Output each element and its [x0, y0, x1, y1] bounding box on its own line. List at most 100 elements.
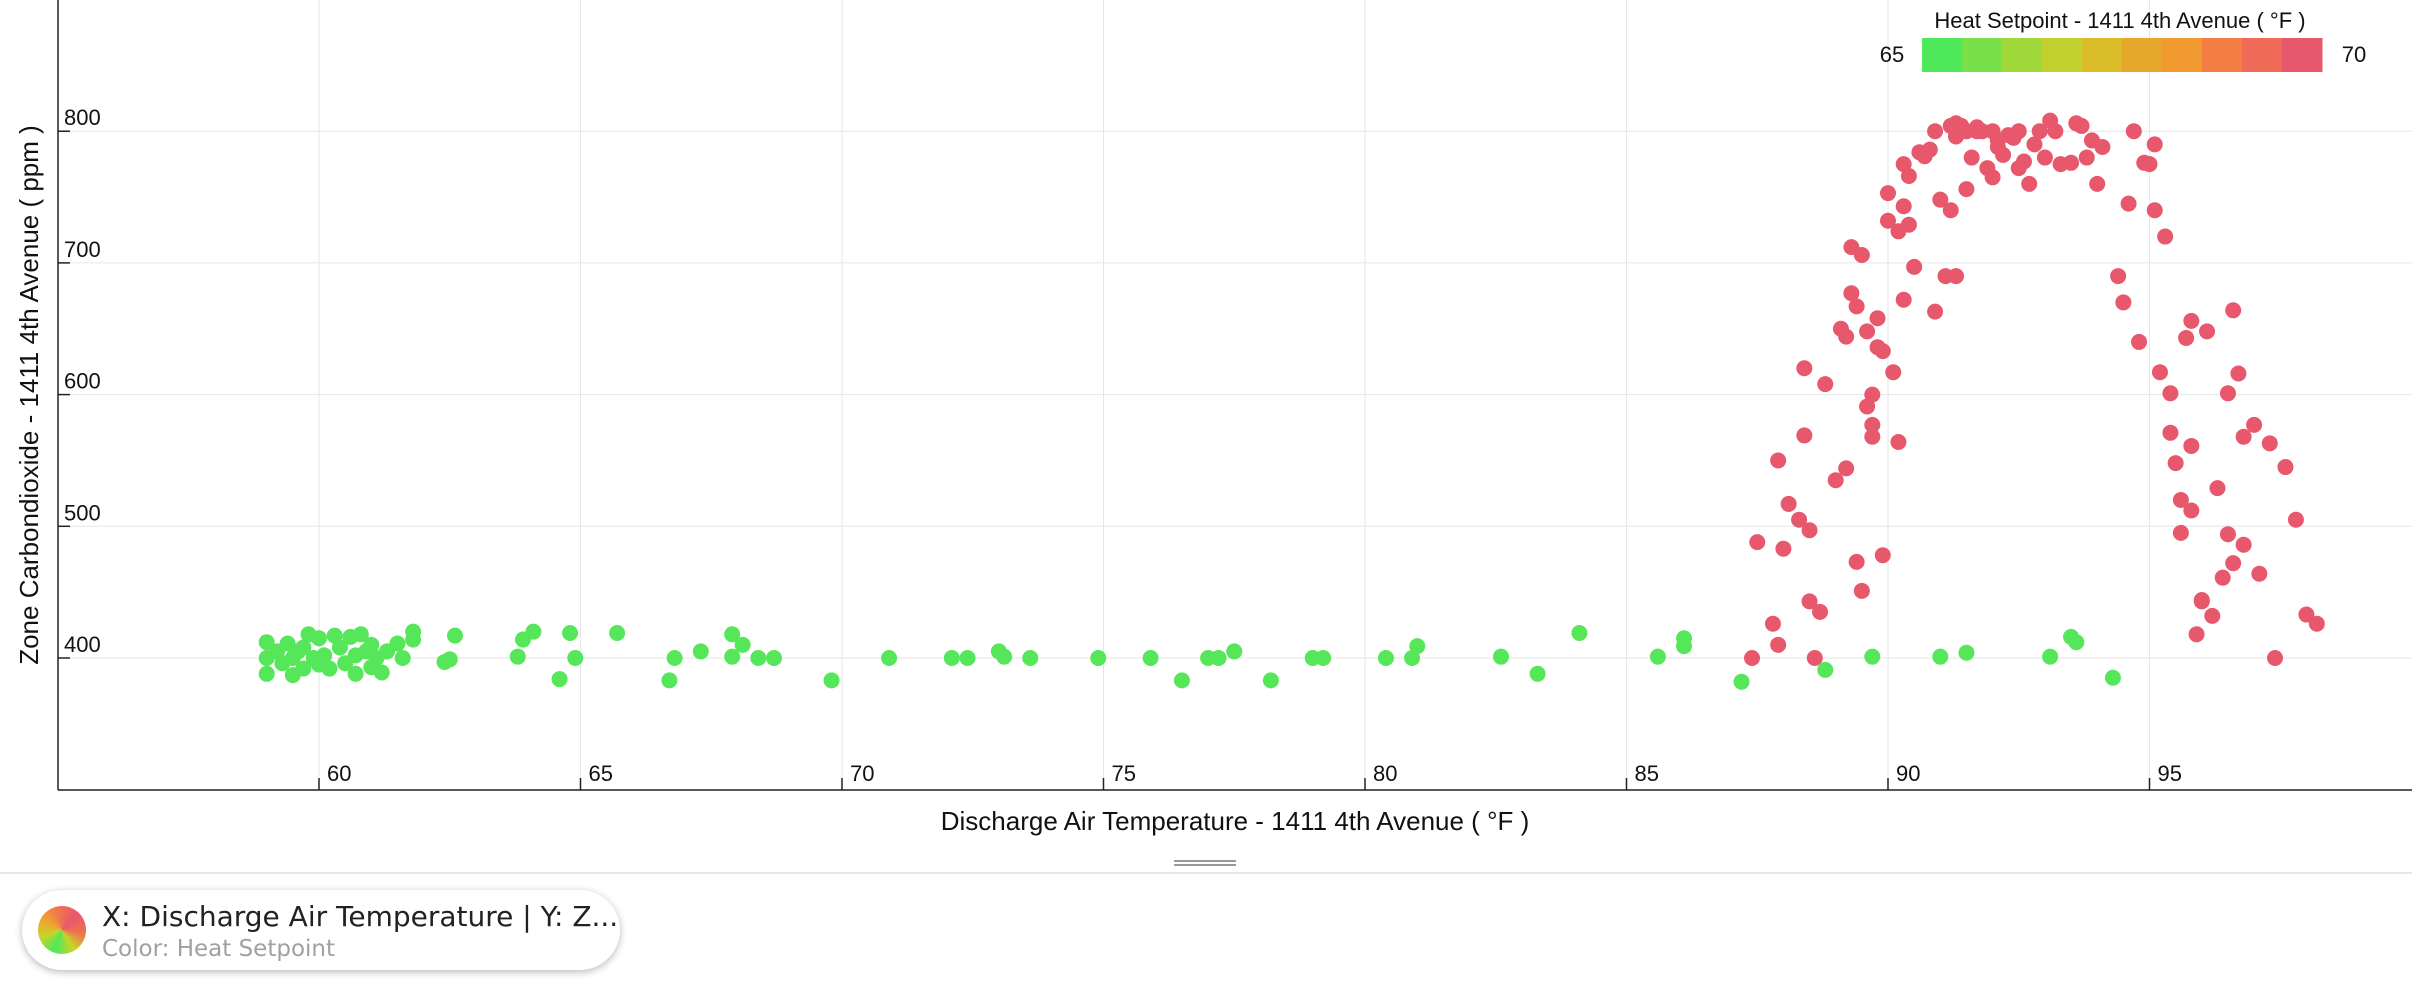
scatter-point: [1932, 191, 1949, 208]
scatter-point: [2021, 175, 2038, 192]
scatter-point: [1859, 323, 1876, 340]
scatter-point: [1173, 672, 1190, 689]
scatter-point: [1775, 540, 1792, 557]
scatter-point: [1801, 522, 1818, 539]
scatter-point: [1262, 672, 1279, 689]
scatter-point: [1770, 452, 1787, 469]
x-tick-label: 75: [1112, 761, 1136, 786]
scatter-point: [2261, 435, 2278, 452]
scatter-point: [1895, 291, 1912, 308]
scatter-point: [766, 650, 783, 666]
color-scale-swatch: [2082, 38, 2123, 72]
scatter-point: [405, 623, 422, 640]
scatter-point: [724, 626, 741, 643]
scatter-point: [509, 648, 526, 665]
scatter-point: [1806, 650, 1823, 666]
scatter-point: [996, 648, 1013, 665]
scatter-point: [1770, 636, 1787, 653]
scatter-point: [2015, 153, 2032, 170]
scatter-point: [1571, 624, 1588, 641]
scatter-point: [1210, 650, 1227, 666]
scatter-point: [1900, 167, 1917, 184]
scatter-point: [363, 636, 380, 653]
scatter-point: [823, 672, 840, 689]
scatter-point: [1492, 648, 1509, 665]
scatter-point: [1869, 310, 1886, 327]
series-legend-card[interactable]: X: Discharge Air Temperature | Y: Z... C…: [22, 890, 620, 970]
scatter-point: [1796, 360, 1813, 377]
scatter-point: [2167, 455, 2184, 472]
scatter-point: [2219, 526, 2236, 543]
scatter-point: [609, 624, 626, 641]
scatter-point: [1022, 650, 1039, 666]
scatter-point: [2178, 329, 2195, 346]
scatter-point: [734, 636, 751, 653]
scatter-point: [959, 650, 976, 666]
scatter-point: [1838, 460, 1855, 477]
scatter-point: [2042, 648, 2059, 665]
y-tick-label: 700: [64, 237, 101, 262]
scatter-point: [394, 650, 411, 666]
scatter-point: [1900, 216, 1917, 233]
scatter-point: [2146, 202, 2163, 219]
scatter-point: [1895, 198, 1912, 215]
color-scale-swatch: [2162, 38, 2203, 72]
scatter-point: [1906, 258, 1923, 275]
color-scale-swatch: [2002, 38, 2043, 72]
scatter-point: [446, 627, 463, 644]
scatter-point: [2287, 511, 2304, 528]
color-scale-swatch: [1962, 38, 2003, 72]
scatter-point: [2146, 136, 2163, 153]
scatter-point: [2199, 323, 2216, 340]
scatter-point: [1827, 472, 1844, 489]
scatter-point: [1848, 553, 1865, 570]
scatter-point: [1921, 141, 1938, 158]
scatter-point: [1780, 495, 1797, 512]
scatter-point: [1843, 285, 1860, 302]
scatter-point: [2141, 156, 2158, 173]
scatter-point: [750, 650, 767, 666]
x-tick-label: 65: [589, 761, 613, 786]
scatter-point: [661, 672, 678, 689]
color-scale-swatch: [2122, 38, 2163, 72]
scatter-point: [2010, 123, 2027, 140]
scatter-point: [1880, 185, 1896, 202]
scatter-point: [2162, 424, 2179, 441]
scatter-point: [295, 639, 312, 656]
scatter-point: [551, 671, 568, 688]
scatter-point: [2225, 555, 2242, 572]
color-scale-swatch: [2242, 38, 2283, 72]
scatter-point: [2073, 117, 2090, 134]
scatter-point: [1853, 582, 1870, 599]
scatter-point: [2230, 365, 2247, 382]
scatter-point: [567, 650, 584, 666]
scatter-point: [1958, 644, 1975, 661]
scatter-point: [2063, 154, 2080, 171]
scatter-point: [1984, 169, 2001, 186]
color-scale-legend: Heat Setpoint - 1411 4th Avenue ( °F ) 6…: [1880, 8, 2366, 72]
scatter-point: [1942, 202, 1959, 219]
scatter-point: [311, 630, 327, 647]
x-tick-label: 80: [1373, 761, 1397, 786]
scatter-point: [2162, 385, 2179, 402]
scatter-chart: 60 65 70 75 80 85 90 95 400 500 600 700 800 Discharg…: [14, 0, 2412, 836]
x-tick-label: 85: [1635, 761, 1659, 786]
scatter-point: [1409, 638, 1426, 655]
scatter-point: [2235, 428, 2252, 445]
scatter-point: [2157, 228, 2174, 245]
scatter-point: [1995, 146, 2012, 163]
scatter-point: [1848, 298, 1865, 315]
scatter-point: [1864, 428, 1881, 445]
scatter-point: [1090, 650, 1107, 666]
scatter-point: [1142, 650, 1159, 666]
x-tick-label: 60: [327, 761, 351, 786]
scatter-point: [2047, 123, 2064, 140]
y-tick-label: 600: [64, 369, 101, 394]
panel-resize-handle[interactable]: [1174, 859, 1236, 867]
scatter-point: [1947, 268, 1964, 285]
scatter-point: [1890, 434, 1907, 451]
x-axis-title: Discharge Air Temperature - 1411 4th Ave…: [941, 806, 1529, 836]
scatter-point: [2026, 136, 2043, 153]
scatter-point: [2209, 480, 2226, 497]
scatter-point: [1927, 303, 1944, 320]
